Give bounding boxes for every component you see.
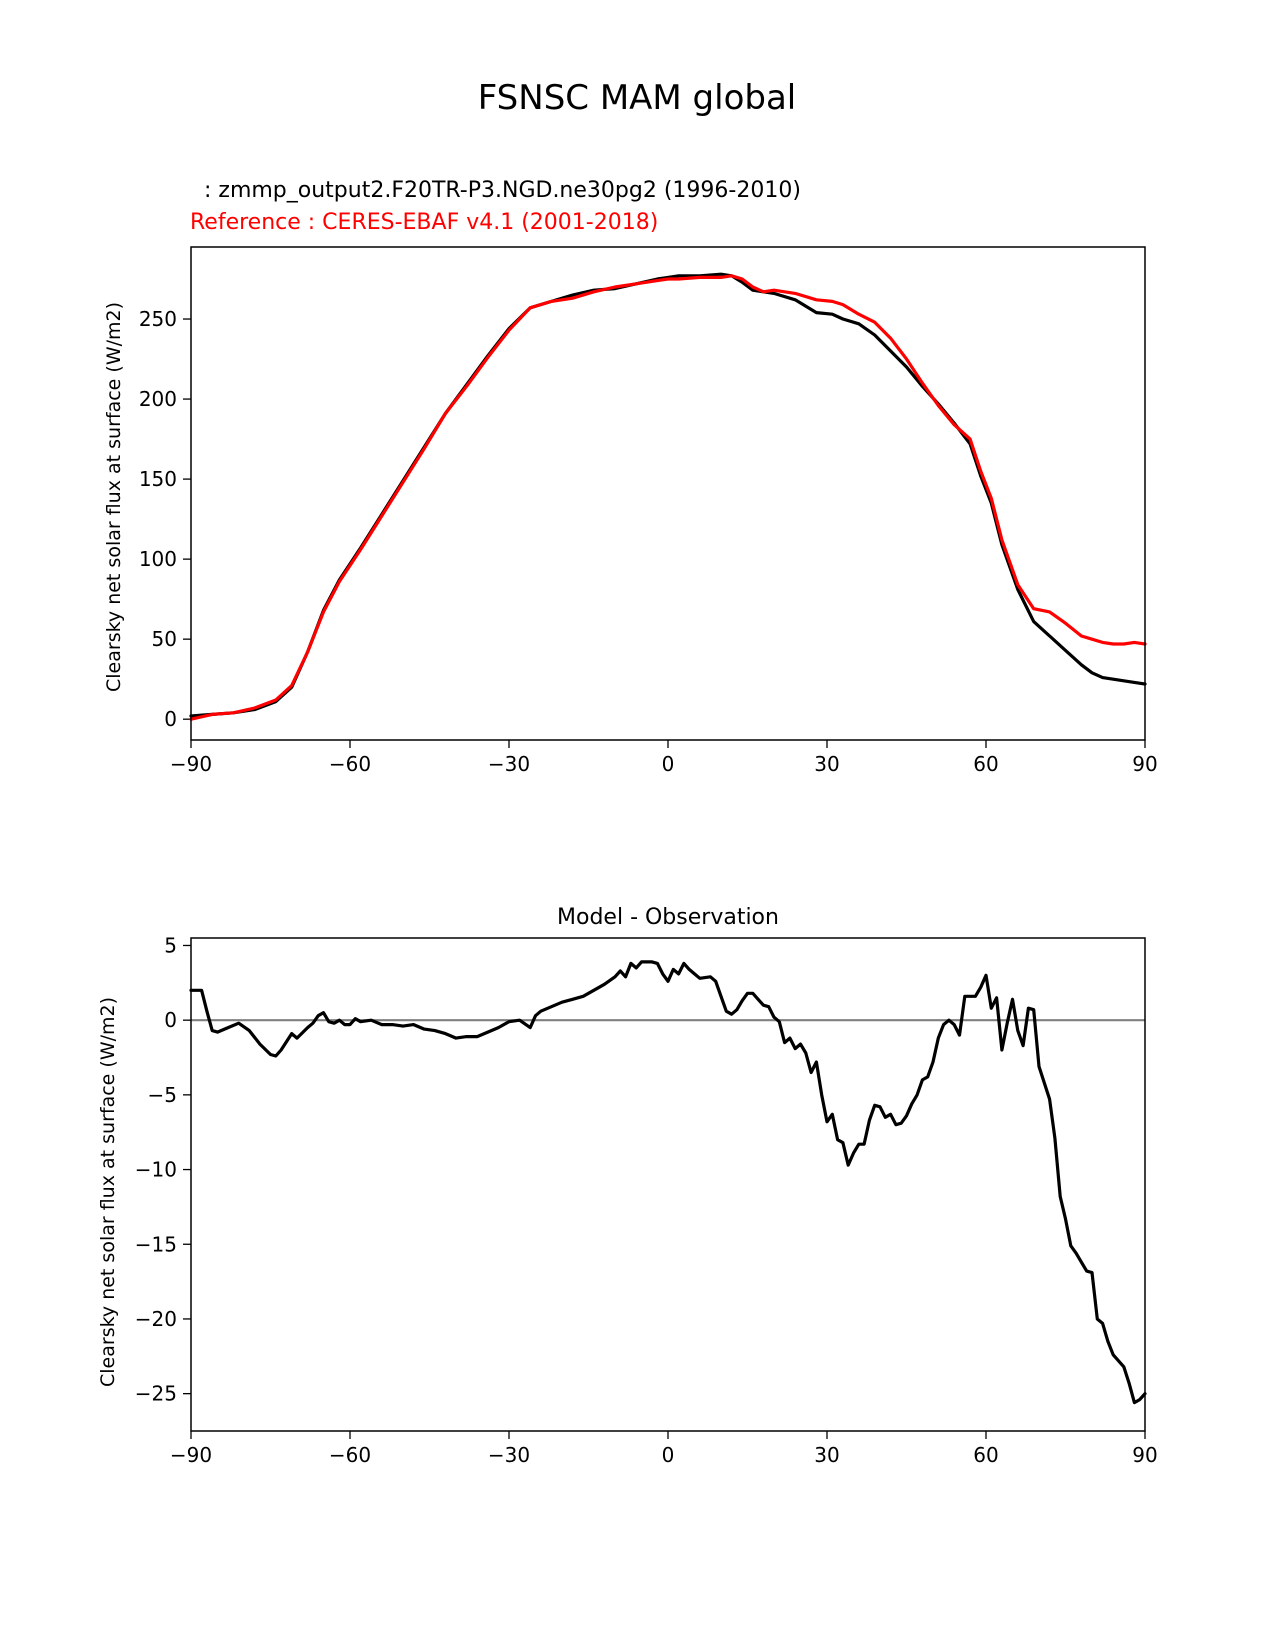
y-tick-label: 100 [139, 547, 177, 571]
x-tick-label: −90 [170, 1443, 212, 1467]
top-panel: : zmmp_output2.F20TR-P3.NGD.ne30pg2 (199… [103, 178, 1158, 776]
x-tick-label: 30 [814, 752, 839, 776]
test-data-label: : zmmp_output2.F20TR-P3.NGD.ne30pg2 (199… [190, 178, 801, 203]
y-tick-label: −5 [148, 1083, 177, 1107]
y-tick-label: −15 [135, 1232, 177, 1256]
y-tick-label: 150 [139, 467, 177, 491]
figure-title: FSNSC MAM global [478, 78, 797, 118]
y-tick-label: −25 [135, 1382, 177, 1406]
y-tick-label: 200 [139, 387, 177, 411]
difference-series-line [189, 960, 1147, 1405]
x-tick-label: −60 [329, 1443, 371, 1467]
reference-series-line [189, 274, 1147, 721]
x-tick-label: 90 [1132, 752, 1157, 776]
y-tick-label: −20 [135, 1307, 177, 1331]
reference-data-label: Reference : CERES-EBAF v4.1 (2001-2018) [190, 210, 658, 235]
bottom-axes-frame [190, 937, 1146, 1432]
y-tick-label: 250 [139, 307, 177, 331]
top-plot-area: −90 −60 −30 0 30 60 90 0 50 100 150 200 250 [139, 272, 1158, 776]
x-tick-label: −60 [329, 752, 371, 776]
y-tick-label: 0 [164, 1008, 177, 1032]
x-tick-label: 60 [973, 752, 998, 776]
test-series-line [189, 272, 1147, 718]
y-tick-label: −10 [135, 1158, 177, 1182]
x-tick-label: 60 [973, 1443, 998, 1467]
bottom-plot-area: −90 −60 −30 0 30 60 90 5 0 −5 −10 −15 −20 −25 [135, 933, 1158, 1467]
x-tick-label: −30 [488, 1443, 530, 1467]
x-tick-label: 0 [662, 1443, 675, 1467]
top-axes-frame [190, 246, 1146, 741]
x-tick-label: 30 [814, 1443, 839, 1467]
bottom-title: Model - Observation [557, 905, 779, 930]
x-tick-label: 90 [1132, 1443, 1157, 1467]
y-tick-label: 5 [164, 933, 177, 957]
x-tick-label: 0 [662, 752, 675, 776]
x-tick-label: −30 [488, 752, 530, 776]
bottom-panel: Model - Observation Clearsky net solar f… [97, 905, 1158, 1467]
x-tick-label: −90 [170, 752, 212, 776]
y-tick-label: 50 [152, 627, 177, 651]
bottom-ylabel: Clearsky net solar flux at surface (W/m2… [97, 997, 119, 1387]
y-tick-label: 0 [164, 707, 177, 731]
top-ylabel: Clearsky net solar flux at surface (W/m2… [103, 302, 125, 692]
